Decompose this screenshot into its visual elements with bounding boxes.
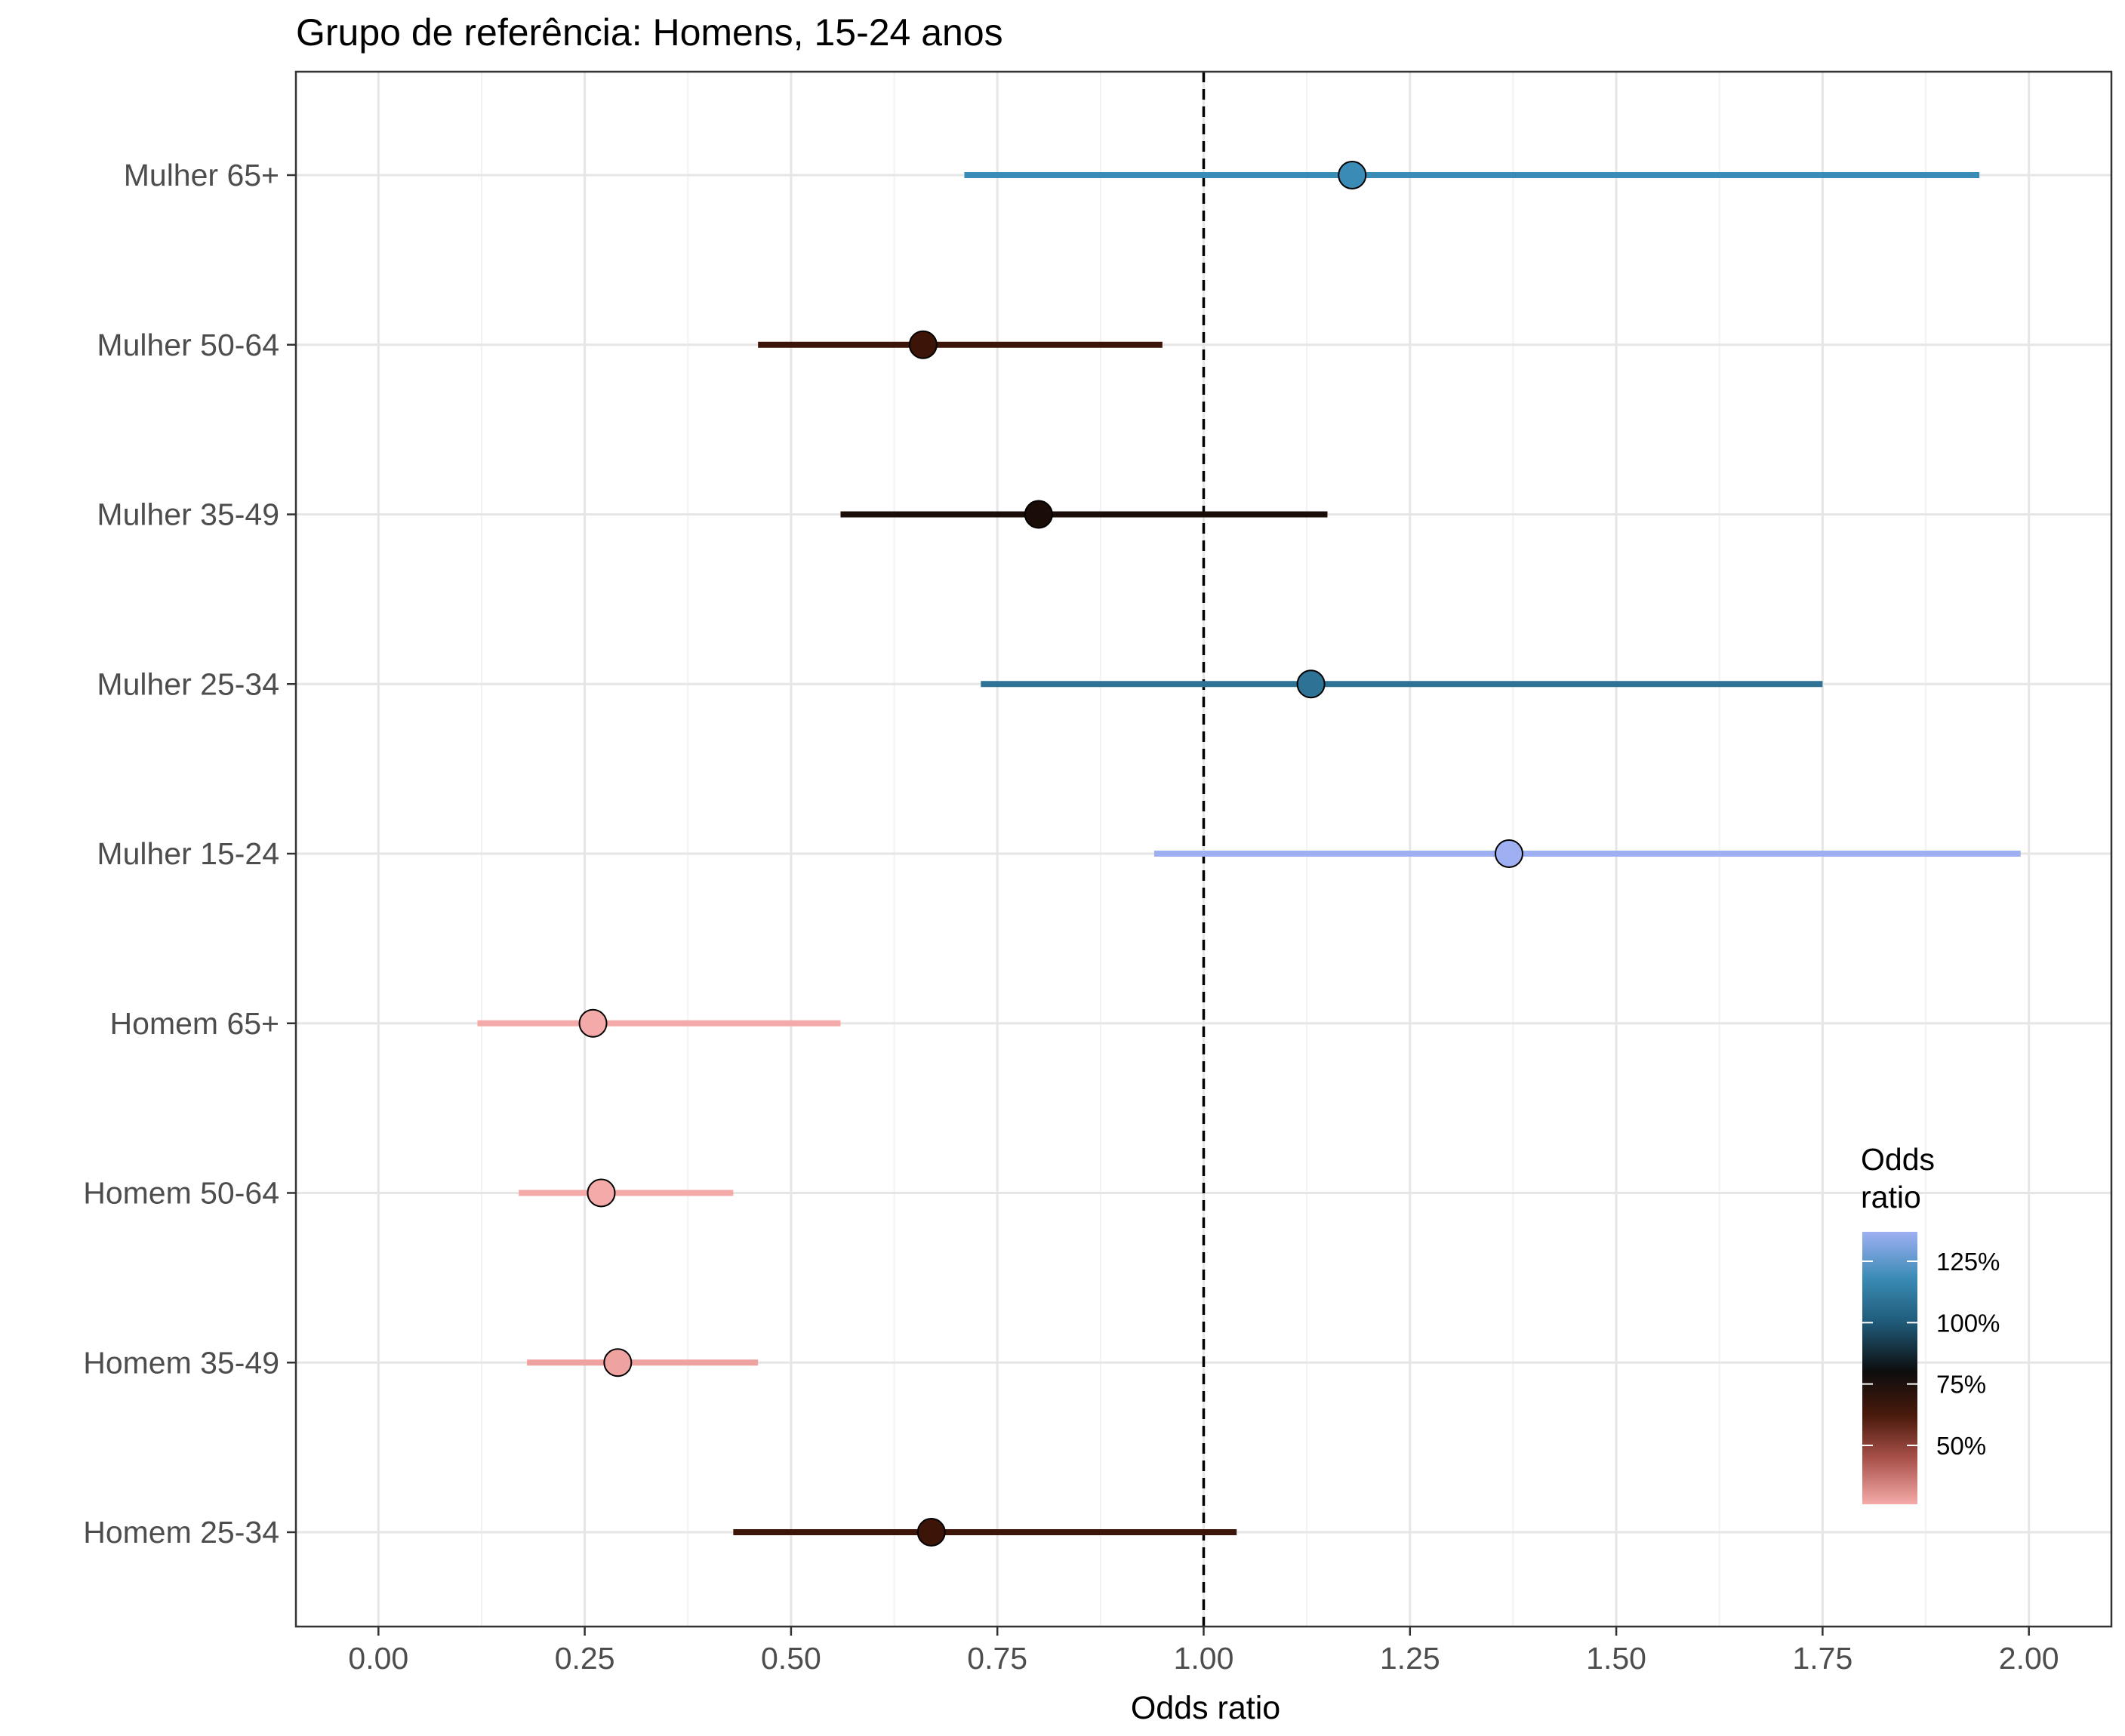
x-axis-title: Odds ratio [1131,1690,1280,1726]
legend-title: Odds [1861,1142,1935,1177]
y-tick-label: Mulher 35-49 [97,497,279,532]
x-tick-label: 1.00 [1174,1641,1234,1676]
data-marks [477,161,2021,1547]
x-tick-label: 0.00 [348,1641,408,1676]
point-estimate [916,1518,946,1547]
point-estimate [603,1348,633,1377]
y-axis: Mulher 65+ Mulher 50-64 Mulher 35-49 Mulher… [83,158,296,1550]
point-estimate [1494,839,1523,868]
point-estimate [1338,161,1367,189]
x-axis: 0.00 0.25 0.50 0.75 1.00 1.25 1.50 1.75 2.00 [348,1627,2059,1676]
chart-title: Grupo de referência: Homens, 15-24 anos [296,11,1003,54]
x-tick-label: 0.50 [761,1641,821,1676]
x-tick-label: 0.25 [555,1641,615,1676]
point-estimate [1296,669,1326,699]
x-tick-label: 1.25 [1380,1641,1440,1676]
point-estimate [587,1178,616,1208]
x-tick-label: 0.75 [967,1641,1027,1676]
point-estimate [578,1008,608,1038]
legend-title: ratio [1861,1180,1921,1214]
legend-label: 75% [1936,1371,1986,1399]
y-tick-label: Homem 65+ [110,1006,279,1041]
x-tick-label: 1.75 [1792,1641,1852,1676]
point-estimate [1024,500,1053,529]
legend-label: 50% [1936,1432,1986,1460]
y-tick-label: Homem 35-49 [83,1345,279,1380]
y-tick-label: Mulher 65+ [124,158,279,192]
x-tick-label: 2.00 [1999,1641,2059,1676]
legend-label: 100% [1936,1309,2000,1337]
legend-label: 125% [1936,1248,2000,1276]
y-tick-label: Mulher 50-64 [97,328,279,362]
legend-colorbar [1862,1232,1917,1504]
x-tick-label: 1.50 [1586,1641,1646,1676]
y-tick-label: Mulher 25-34 [97,666,279,701]
y-tick-label: Homem 25-34 [83,1515,279,1550]
y-tick-label: Mulher 15-24 [97,836,279,871]
y-tick-label: Homem 50-64 [83,1176,279,1211]
point-estimate [908,330,938,359]
